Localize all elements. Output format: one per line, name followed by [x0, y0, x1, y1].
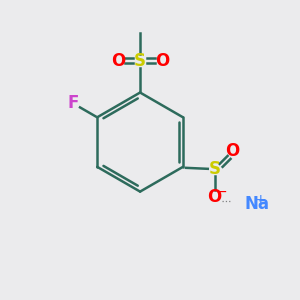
- Text: O: O: [111, 52, 125, 70]
- Text: +: +: [254, 193, 266, 206]
- Text: Na: Na: [244, 196, 269, 214]
- Text: O: O: [208, 188, 222, 206]
- Text: S: S: [209, 160, 221, 178]
- Text: F: F: [68, 94, 79, 112]
- Text: O: O: [225, 142, 240, 160]
- Text: O: O: [155, 52, 169, 70]
- Text: −: −: [216, 184, 227, 199]
- Text: S: S: [134, 52, 146, 70]
